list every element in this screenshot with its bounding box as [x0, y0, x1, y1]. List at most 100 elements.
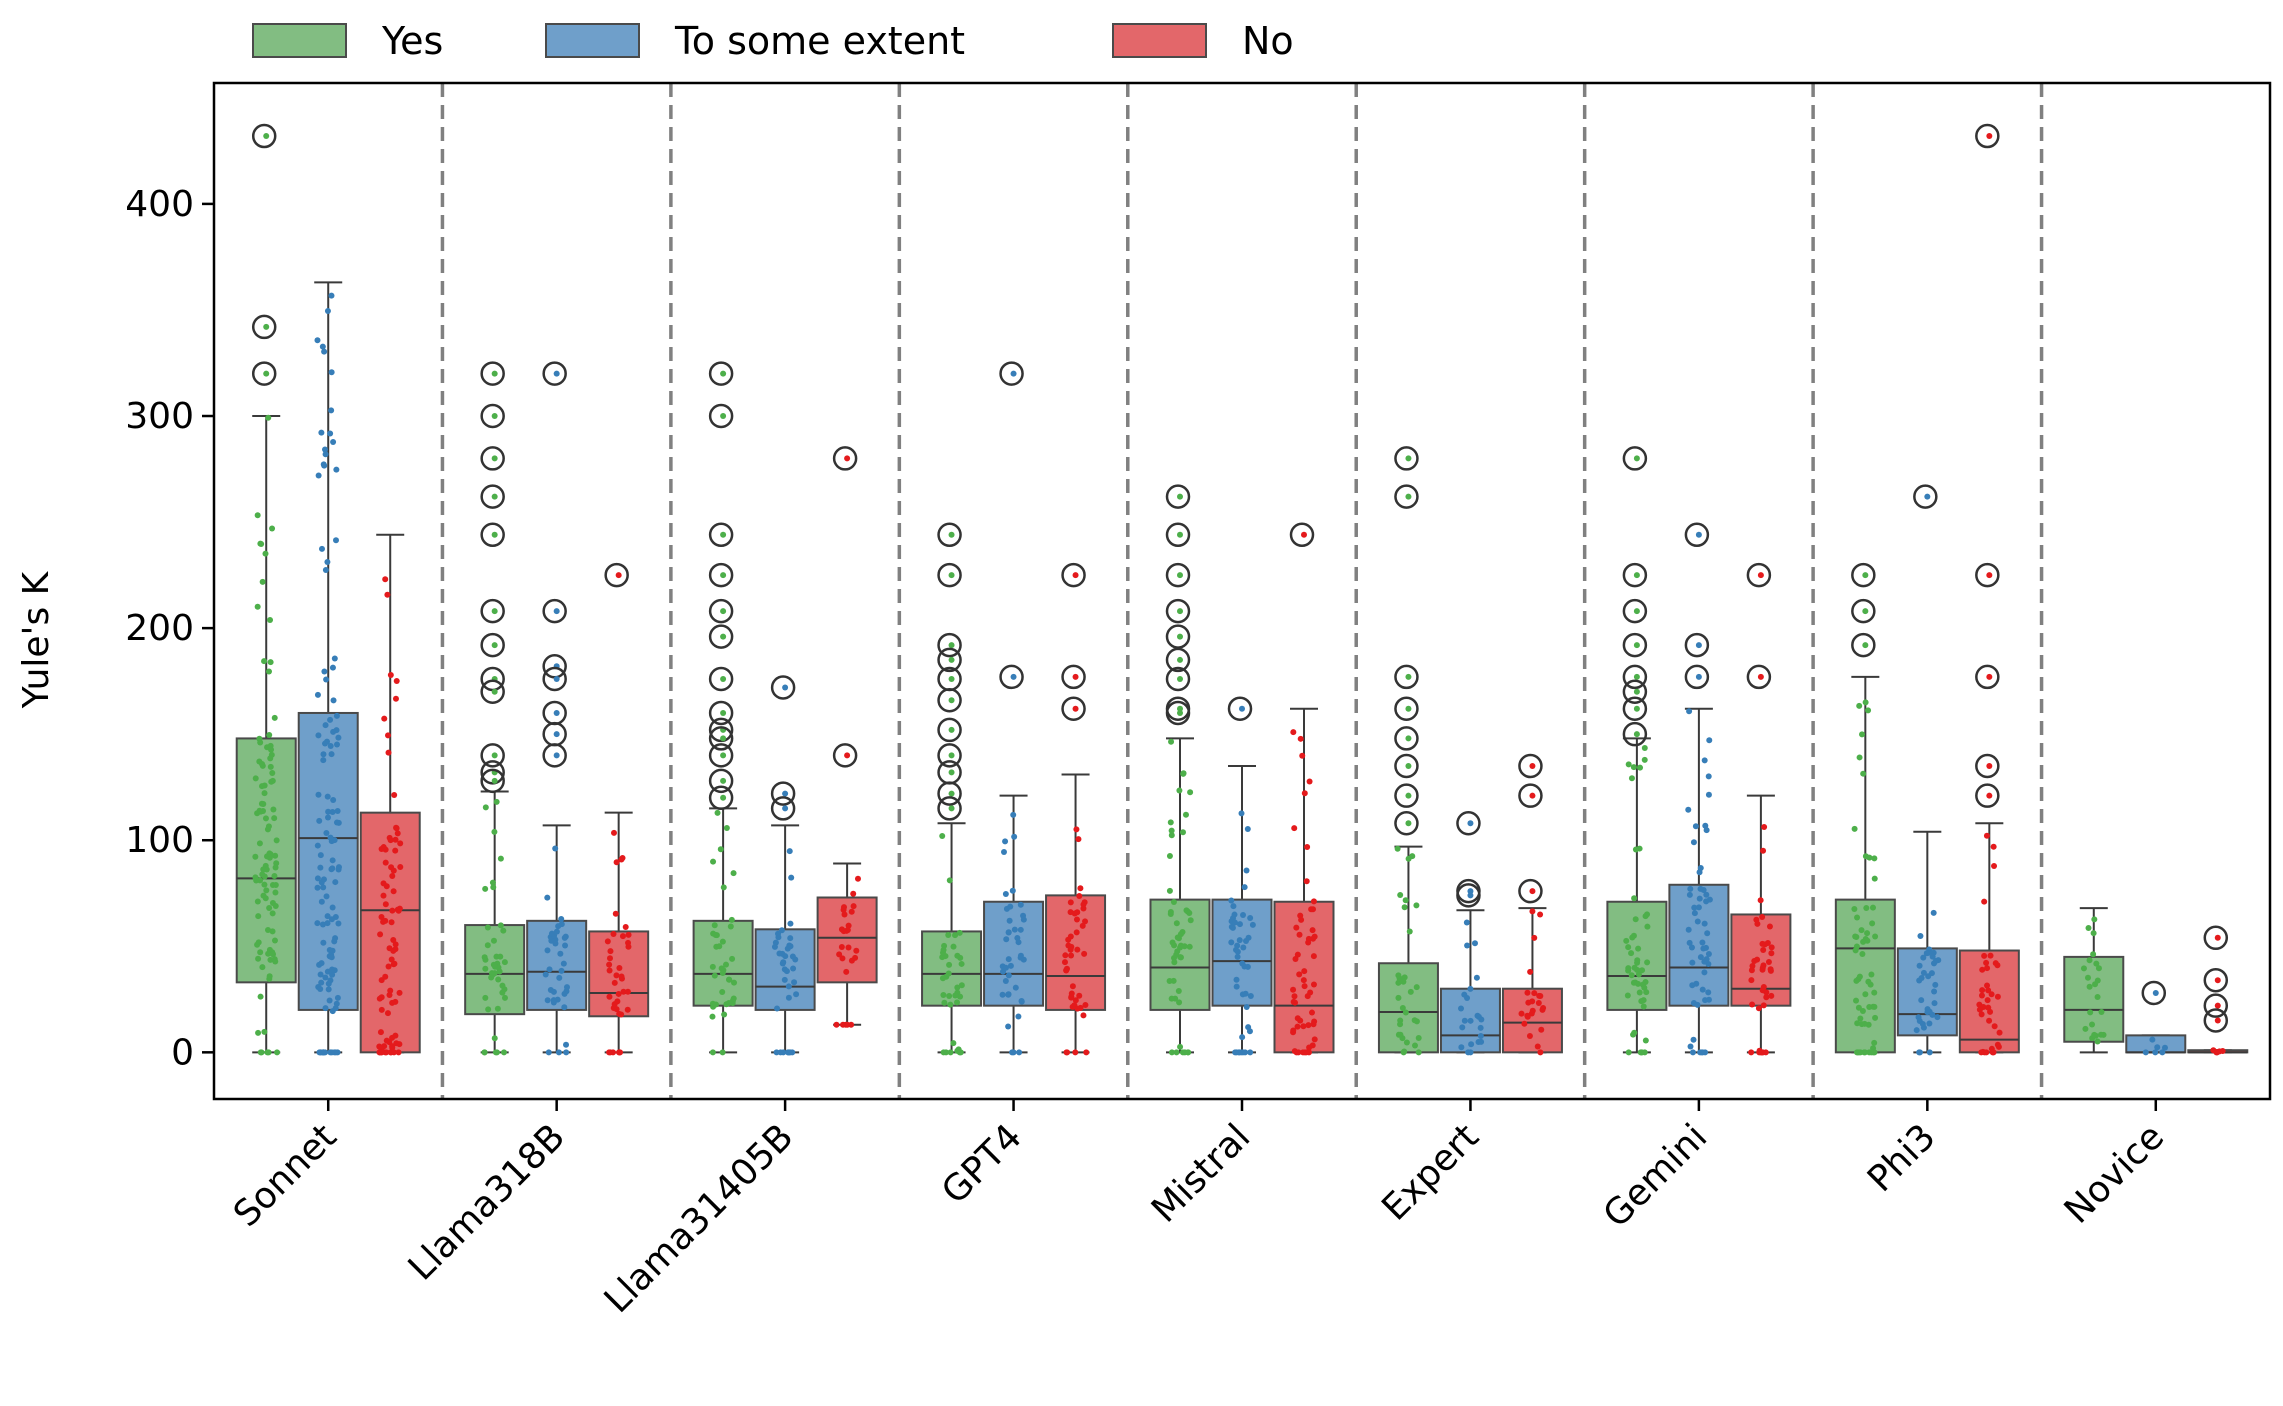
data-point	[1991, 1023, 1998, 1030]
outlier-point	[720, 777, 727, 784]
data-point	[1644, 923, 1651, 930]
data-point	[1757, 897, 1764, 904]
data-point	[1020, 912, 1027, 919]
outlier-point	[553, 370, 560, 377]
data-point	[1239, 960, 1246, 967]
data-point	[259, 783, 266, 790]
outlier-point	[491, 455, 498, 462]
outlier-point	[1924, 493, 1931, 500]
data-point	[709, 1049, 716, 1056]
data-point	[1978, 1011, 1985, 1018]
data-point	[561, 1004, 568, 1011]
data-point	[1534, 1043, 1541, 1050]
outlier-marker	[708, 361, 734, 386]
outlier-marker	[2203, 993, 2229, 1018]
data-point	[332, 935, 339, 942]
data-point	[952, 932, 959, 939]
data-point	[324, 307, 331, 314]
box-sonnet-no	[359, 533, 421, 1056]
data-point	[260, 866, 267, 873]
outlier-point	[1529, 762, 1536, 769]
data-point	[334, 807, 341, 814]
data-point	[1397, 1021, 1404, 1028]
data-point	[1862, 991, 1869, 998]
data-point	[484, 942, 491, 949]
data-point	[481, 1049, 488, 1056]
data-point	[254, 512, 261, 519]
data-point	[1297, 735, 1304, 742]
data-point	[771, 943, 778, 950]
outlier-marker	[1622, 721, 1648, 747]
data-point	[385, 749, 392, 756]
data-point	[838, 926, 845, 933]
data-point	[723, 825, 730, 832]
data-point	[318, 979, 325, 986]
data-point	[318, 960, 325, 967]
data-point	[776, 950, 783, 957]
data-point	[318, 545, 325, 552]
data-point	[2098, 1031, 2105, 1038]
data-point	[607, 948, 614, 955]
data-point	[327, 834, 334, 841]
data-point	[1011, 926, 1018, 933]
outlier-marker	[1851, 632, 1876, 658]
data-point	[606, 961, 613, 968]
data-point	[1477, 1024, 1484, 1031]
outlier-point	[553, 731, 560, 738]
outlier-marker	[480, 760, 505, 785]
outlier-point	[1177, 709, 1183, 716]
data-point	[1249, 921, 1256, 928]
data-point	[489, 971, 496, 978]
outlier-marker	[937, 743, 962, 768]
outlier-marker	[1165, 562, 1191, 588]
data-point	[853, 947, 860, 954]
data-point	[1923, 950, 1930, 957]
data-point	[333, 537, 340, 544]
data-point	[329, 857, 336, 864]
outlier-marker	[604, 562, 629, 588]
outlier-point	[1177, 493, 1183, 500]
data-point	[1644, 911, 1651, 918]
outlier-marker	[1518, 783, 1543, 808]
outlier-marker	[1622, 562, 1648, 588]
data-point	[1399, 1004, 1406, 1011]
outlier-point	[2214, 1017, 2221, 1024]
data-point	[1642, 1037, 1649, 1044]
data-point	[1537, 911, 1544, 918]
data-point	[328, 751, 335, 758]
data-point	[1015, 939, 1022, 946]
data-point	[946, 992, 953, 999]
data-point	[1005, 929, 1012, 936]
data-point	[1167, 908, 1174, 915]
data-point	[1994, 993, 2001, 1000]
data-point	[323, 893, 330, 900]
data-point	[2216, 1048, 2223, 1055]
data-point	[1290, 998, 1297, 1005]
data-point	[1865, 978, 1872, 985]
box-llama318b-yes	[464, 361, 526, 1056]
data-point	[1180, 770, 1187, 777]
data-point	[950, 943, 957, 950]
data-point	[779, 960, 786, 967]
outlier-point	[948, 676, 955, 683]
data-point	[386, 1039, 393, 1046]
data-point	[1245, 934, 1252, 941]
data-point	[1689, 982, 1696, 989]
outlier-marker	[1061, 562, 1086, 588]
data-point	[1246, 1028, 1253, 1035]
data-point	[1528, 1010, 1535, 1017]
data-point	[1179, 1049, 1186, 1056]
outlier-point	[948, 697, 955, 704]
data-point	[1310, 981, 1317, 988]
data-point	[1700, 945, 1707, 952]
data-point	[257, 949, 264, 956]
data-point	[947, 1001, 954, 1008]
x-tick-label-phi3: Phi3	[1860, 1116, 1944, 1200]
data-point	[1628, 972, 1635, 979]
data-point	[1931, 1000, 1938, 1007]
outlier-marker	[480, 522, 505, 548]
data-point	[550, 999, 557, 1006]
group-llama318b	[464, 361, 650, 1056]
data-point	[485, 1006, 492, 1013]
data-point	[1407, 988, 1414, 995]
